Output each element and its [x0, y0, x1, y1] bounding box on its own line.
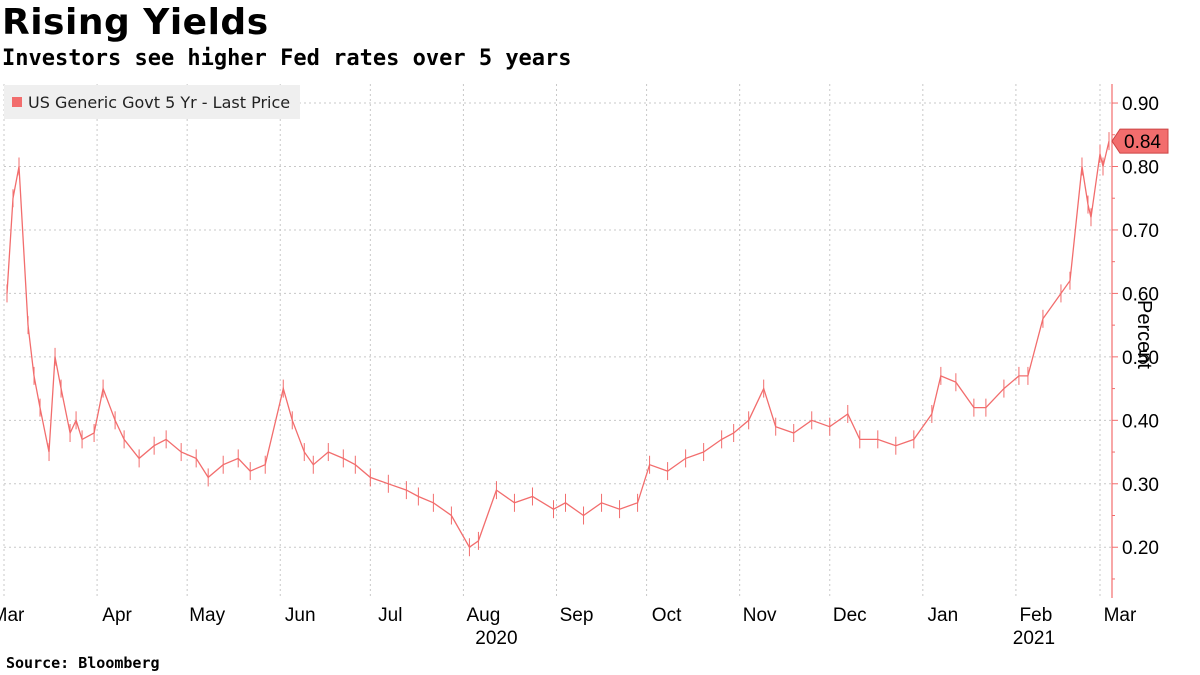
- y-axis-label: Percent: [1133, 300, 1155, 369]
- legend-label: US Generic Govt 5 Yr - Last Price: [28, 92, 291, 112]
- last-value-marker: [1111, 128, 1169, 154]
- y-tick-label: 0.80: [1122, 157, 1159, 178]
- series-line: [6, 140, 1110, 549]
- x-tick-label: Jul: [378, 605, 402, 626]
- x-tick-label: Aug: [467, 605, 501, 626]
- x-tick-label: Mar: [0, 605, 25, 626]
- y-tick-label: 0.20: [1122, 538, 1159, 559]
- x-tick-label: Dec: [833, 605, 867, 626]
- x-tick-label: Jan: [928, 605, 959, 626]
- x-tick-label: Jun: [285, 605, 316, 626]
- x-tick-label: Oct: [652, 605, 682, 626]
- y-tick-label: 0.50: [1122, 348, 1159, 369]
- x-year-label: 2021: [1013, 628, 1055, 649]
- x-tick-label: Mar: [1104, 605, 1137, 626]
- legend: US Generic Govt 5 Yr - Last Price: [4, 85, 301, 119]
- x-tick-label: May: [189, 605, 225, 626]
- y-tick-label: 0.60: [1122, 284, 1159, 305]
- x-tick-label: Sep: [560, 605, 594, 626]
- y-tick-label: 0.40: [1122, 411, 1159, 432]
- legend-swatch: [12, 97, 22, 107]
- x-year-label: 2020: [475, 628, 517, 649]
- x-tick-label: Apr: [102, 605, 132, 626]
- chart-title: Rising Yields: [2, 2, 269, 43]
- y-tick-label: 0.70: [1122, 221, 1159, 242]
- x-tick-label: Nov: [743, 605, 777, 626]
- y-tick-label: 0.90: [1122, 94, 1159, 115]
- x-tick-label: Feb: [1020, 605, 1053, 626]
- source-note: Source: Bloomberg: [6, 654, 160, 672]
- y-tick-label: 0.30: [1122, 475, 1159, 496]
- chart-subtitle: Investors see higher Fed rates over 5 ye…: [2, 46, 572, 71]
- last-value-label: 0.84: [1124, 132, 1161, 153]
